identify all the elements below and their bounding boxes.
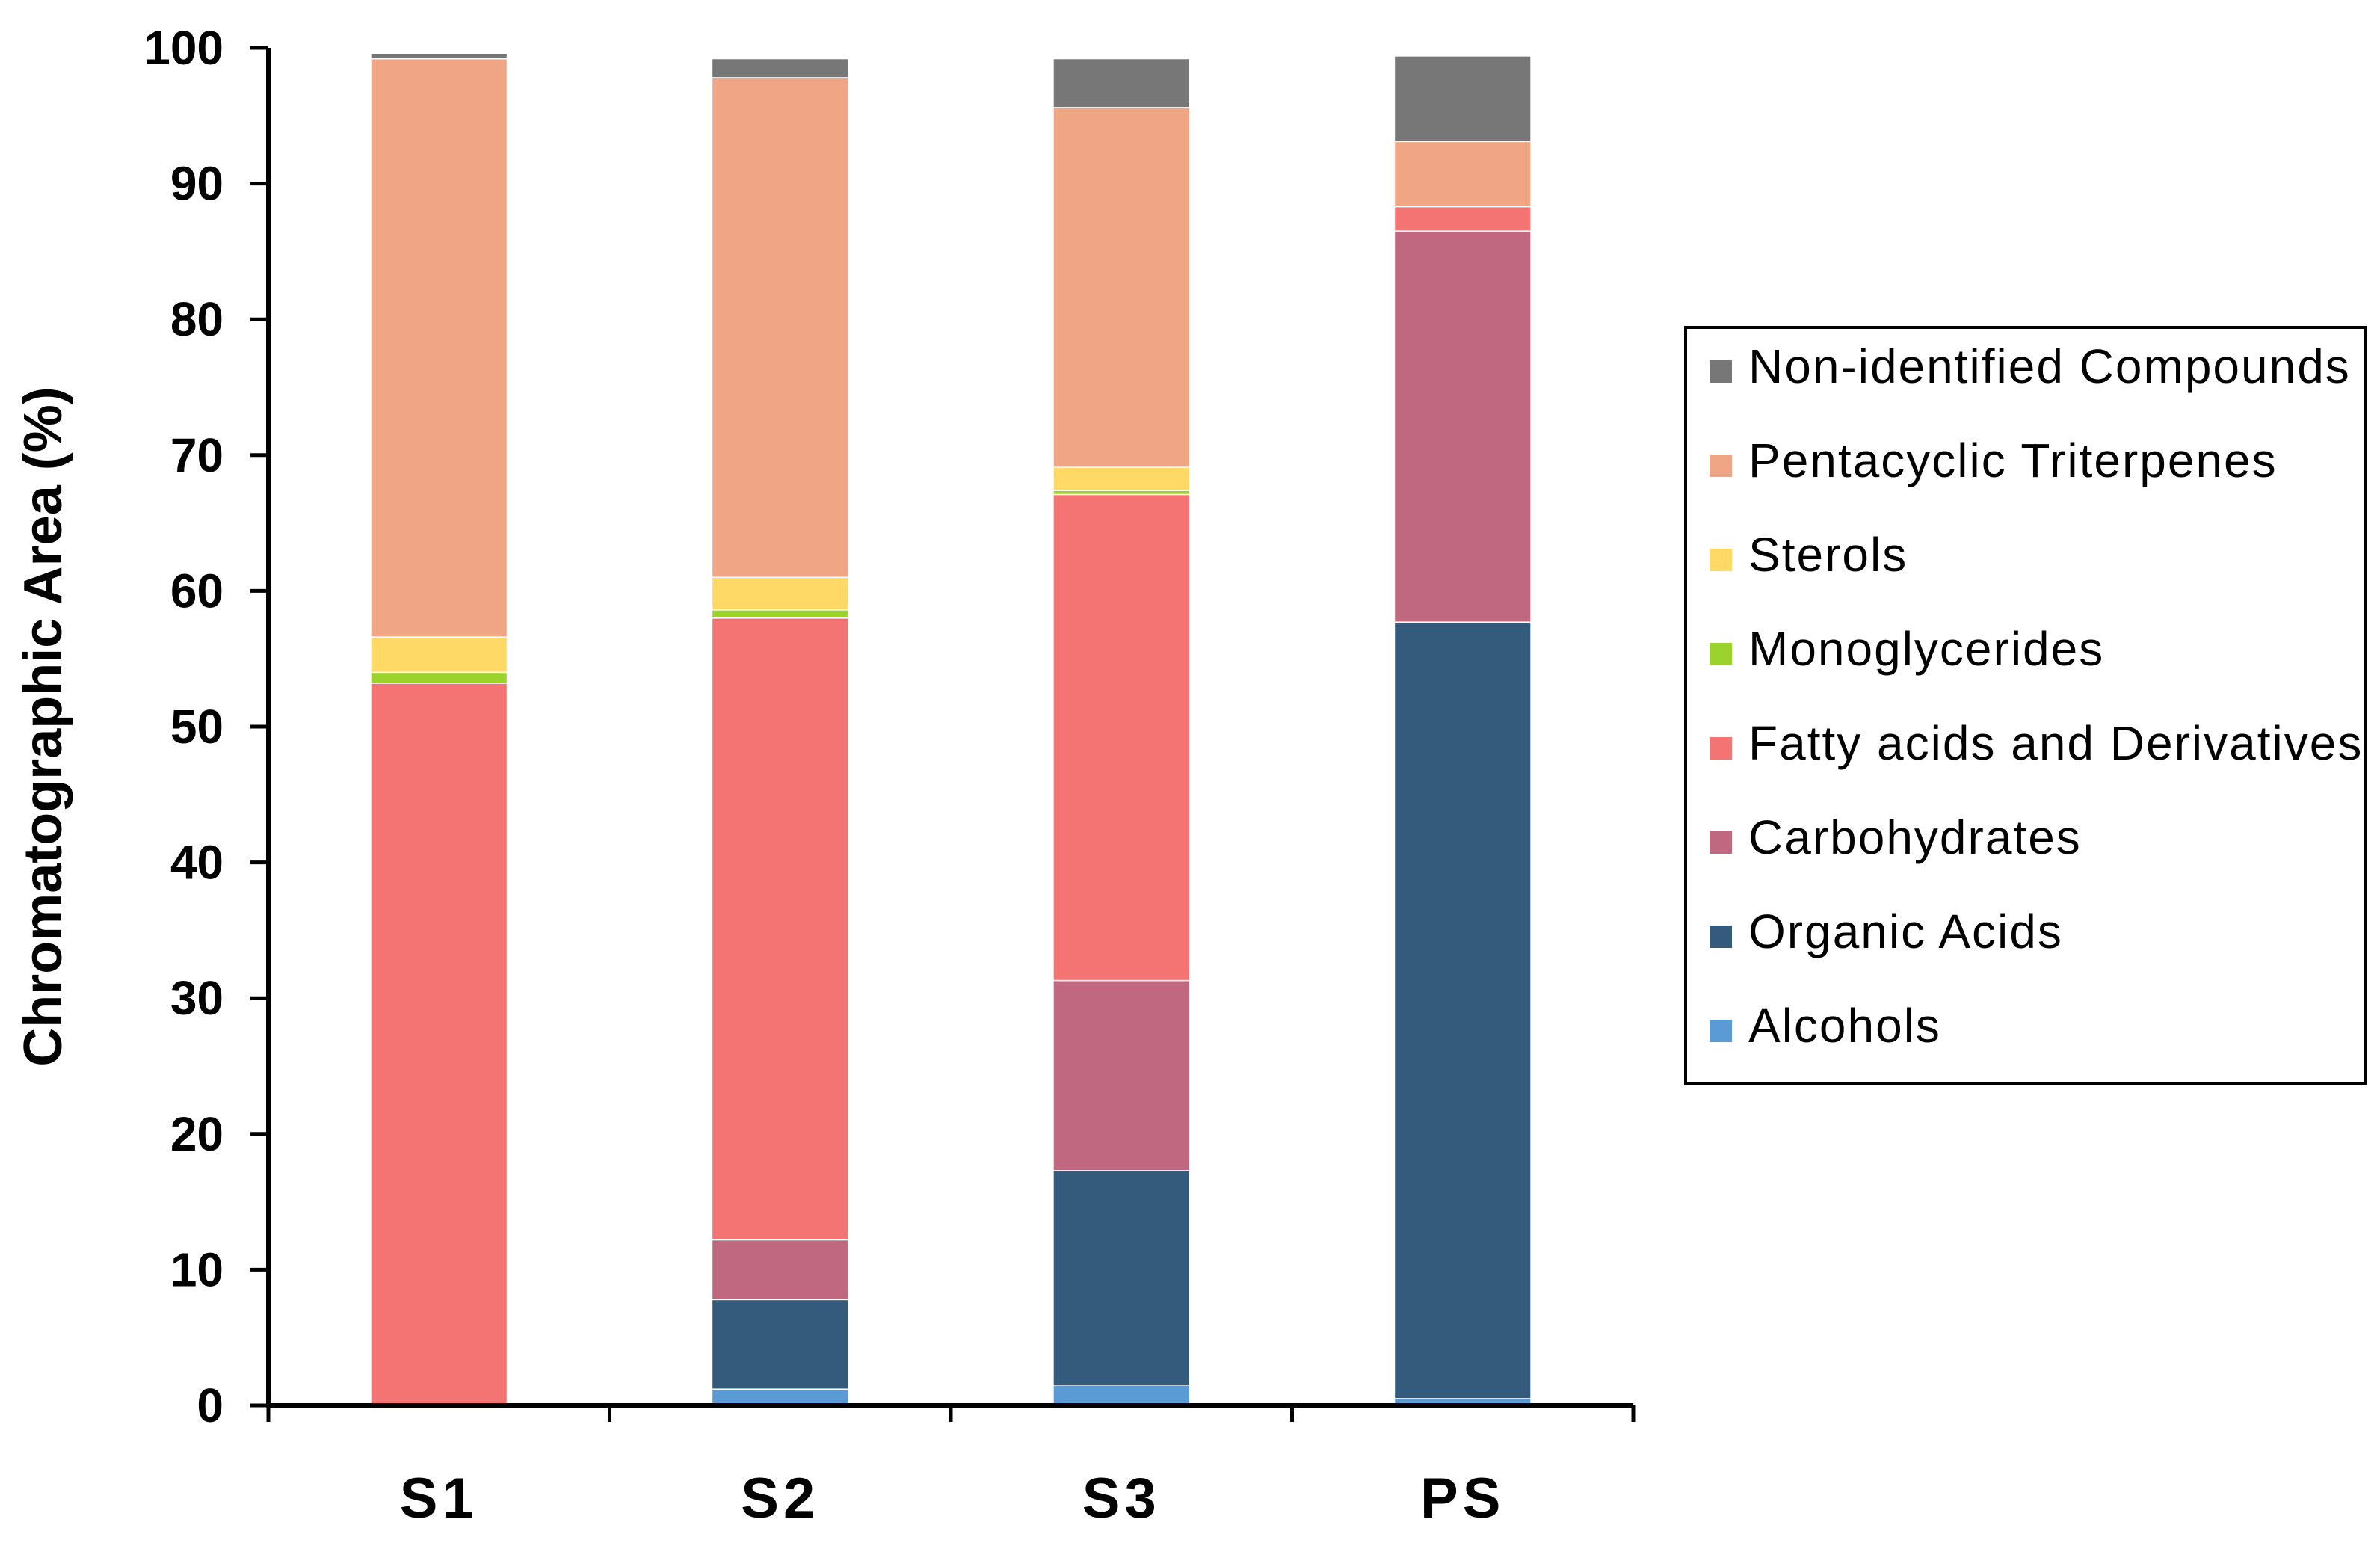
legend-label: Carbohydrates <box>1748 810 2082 864</box>
y-tick-label: 60 <box>170 564 223 617</box>
bar-segment <box>1393 206 1532 232</box>
bar-segment <box>1052 58 1191 108</box>
y-tick-label: 70 <box>170 428 223 482</box>
legend-swatch <box>1710 737 1732 760</box>
bar-segment <box>1052 490 1191 496</box>
bar-segment <box>1052 1170 1191 1386</box>
bar-segment <box>370 52 508 60</box>
legend-swatch <box>1710 360 1732 383</box>
y-tick-label: 40 <box>170 836 223 890</box>
y-tick-label: 50 <box>170 700 223 754</box>
y-tick-label: 90 <box>170 157 223 211</box>
bar-segment <box>1052 493 1191 982</box>
bar-segment <box>1052 1385 1191 1406</box>
x-tick-label: S3 <box>1082 1467 1161 1530</box>
legend-label: Alcohols <box>1748 999 1941 1053</box>
legend-label: Organic Acids <box>1748 905 2063 958</box>
x-tick-label: S2 <box>741 1467 819 1530</box>
x-tick-label: S1 <box>400 1467 478 1530</box>
y-tick-label: 10 <box>170 1242 223 1296</box>
bar-segment <box>370 671 508 684</box>
y-tick-label: 80 <box>170 292 223 346</box>
legend-label: Fatty acids and Derivatives <box>1748 716 2363 770</box>
legend-swatch <box>1710 549 1732 571</box>
y-tick-label: 30 <box>170 971 223 1025</box>
legend-swatch <box>1710 926 1732 948</box>
bar-segment <box>1393 230 1532 623</box>
bar-segment <box>711 77 849 578</box>
y-axis-title: Chromatographic Area (%) <box>13 386 73 1066</box>
legend-label: Pentacyclic Triterpenes <box>1748 434 2278 487</box>
bar-segment <box>711 58 849 78</box>
bars <box>370 52 1532 1406</box>
bar-segment <box>370 636 508 674</box>
legend-swatch <box>1710 831 1732 854</box>
bar-segment <box>1393 141 1532 208</box>
bar-segment <box>711 1299 849 1390</box>
bar-segment <box>711 1388 849 1406</box>
legend-swatch <box>1710 1020 1732 1042</box>
legend: Non-identified Compounds Pentacyclic Trit… <box>1684 326 2367 1085</box>
y-axis-ticks: 0 10 20 30 40 50 60 70 80 90 100 <box>144 21 268 1432</box>
bar-segment <box>1393 55 1532 143</box>
bar-segment <box>711 1239 849 1301</box>
legend-label: Sterols <box>1748 528 1908 582</box>
y-tick-label: 100 <box>144 21 223 75</box>
y-tick-label: 20 <box>170 1107 223 1161</box>
legend-swatch <box>1710 643 1732 665</box>
x-tick-labels: S1 S2 S3 PS <box>266 1405 1636 1530</box>
legend-swatch <box>1710 455 1732 477</box>
legend-box <box>1684 326 2367 1085</box>
bar-segment <box>711 617 849 1241</box>
bar-segment <box>1052 466 1191 491</box>
bar-segment <box>1393 621 1532 1399</box>
bar-segment <box>1052 979 1191 1171</box>
bar-segment <box>711 609 849 619</box>
bar-segment <box>370 58 508 638</box>
legend-label: Monoglycerides <box>1748 622 2104 676</box>
bar-segment <box>711 576 849 611</box>
y-tick-label: 0 <box>197 1379 223 1432</box>
bar-segment <box>370 683 508 1406</box>
x-tick-label: PS <box>1420 1467 1505 1530</box>
bar-segment <box>1052 107 1191 468</box>
legend-label: Non-identified Compounds <box>1748 339 2351 393</box>
